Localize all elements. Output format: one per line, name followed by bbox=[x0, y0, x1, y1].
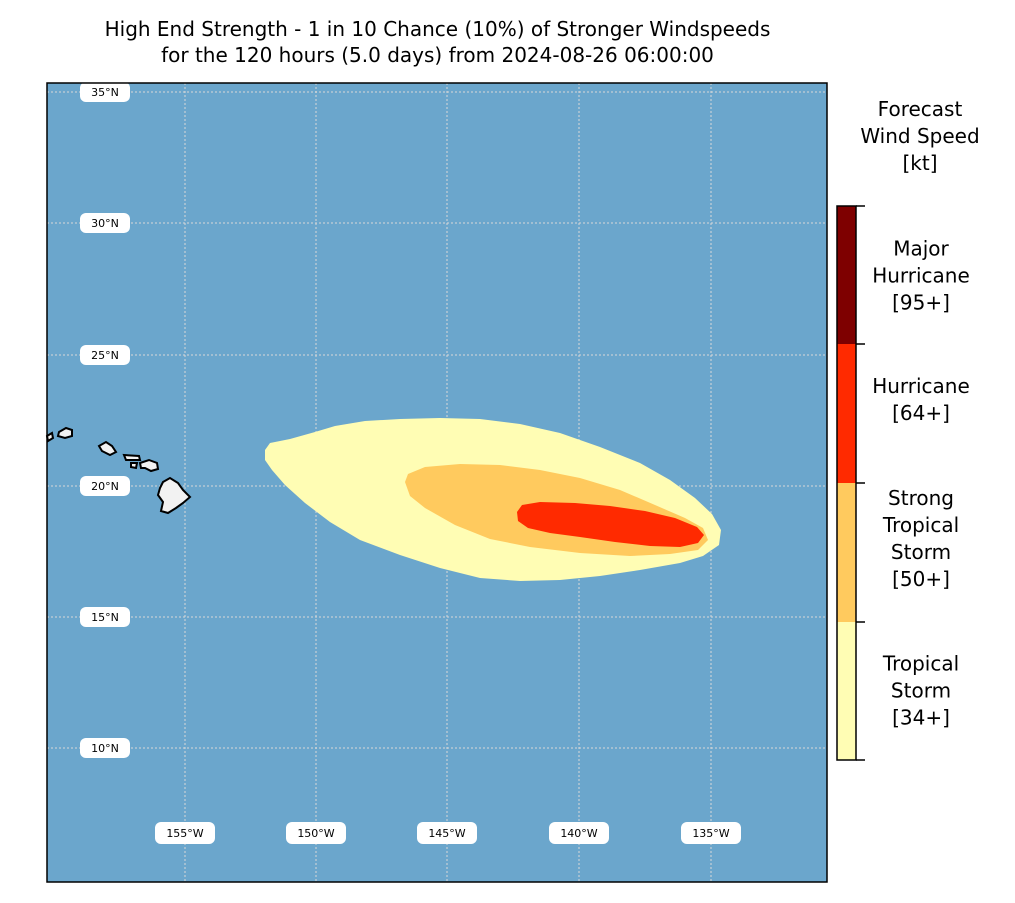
colorbar-title-line-1: Forecast bbox=[877, 97, 963, 121]
lon-label-155: 155°W bbox=[155, 822, 215, 844]
lat-label-25-box bbox=[80, 345, 130, 365]
colorbar-label-tropical-storm-line-2: Storm bbox=[890, 678, 952, 703]
lon-label-145-text: 145°W bbox=[428, 827, 465, 840]
lat-label-20: 20°N bbox=[80, 476, 130, 496]
lon-label-140-text: 140°W bbox=[560, 827, 597, 840]
colorbar-label-major-hurricane-line-1: Major bbox=[893, 236, 949, 261]
colorbar-label-strong-tropical-storm-line-2: Tropical bbox=[882, 513, 960, 537]
lat-label-35-box bbox=[80, 82, 130, 102]
lon-label-135: 135°W bbox=[681, 822, 741, 844]
colorbar-label-hurricane: Hurricane [64+] bbox=[848, 373, 994, 427]
latitude-labels: 35°N 30°N 25°N 20°N 15°N 10°N bbox=[80, 82, 130, 758]
map-frame bbox=[46, 82, 828, 883]
island-kauai bbox=[56, 426, 73, 440]
colorbar-label-major-hurricane: Major Hurricane [95+] bbox=[848, 236, 994, 317]
lat-label-10: 10°N bbox=[80, 738, 130, 758]
lat-label-30: 30°N bbox=[80, 213, 130, 233]
colorbar-label-hurricane-line-1: Hurricane bbox=[872, 374, 970, 398]
colorbar-title: Forecast Wind Speed [kt] bbox=[830, 96, 1010, 177]
lat-label-35-text: 35°N bbox=[91, 86, 119, 99]
hawaiian-islands bbox=[45, 426, 192, 515]
island-big-island bbox=[156, 476, 192, 515]
lon-label-155-box bbox=[155, 822, 215, 844]
lat-label-15-text: 15°N bbox=[91, 611, 119, 624]
lat-label-15-box bbox=[80, 607, 130, 627]
colorbar-label-tropical-storm-line-3: [34+] bbox=[892, 705, 950, 730]
lat-label-35: 35°N bbox=[80, 82, 130, 102]
colorbar-label-tropical-storm: Tropical Storm [34+] bbox=[848, 651, 994, 732]
colorbar-ticks bbox=[856, 205, 865, 761]
colorbar-label-tropical-storm-line-1: Tropical bbox=[882, 651, 960, 676]
colorbar bbox=[836, 205, 865, 761]
colorbar-title-line-3: [kt] bbox=[902, 151, 938, 175]
lon-label-150-text: 150°W bbox=[297, 827, 334, 840]
lon-label-135-box bbox=[681, 822, 741, 844]
colorbar-label-major-hurricane-line-3: [95+] bbox=[892, 290, 950, 315]
island-molokai bbox=[122, 453, 142, 461]
lat-label-10-box bbox=[80, 738, 130, 758]
island-lanai bbox=[130, 462, 139, 470]
colorbar-segment-hurricane bbox=[837, 344, 856, 483]
colorbar-label-strong-tropical-storm-line-1: Strong bbox=[888, 486, 954, 510]
lon-label-135-text: 135°W bbox=[692, 827, 729, 840]
chart-title-line-1: High End Strength - 1 in 10 Chance (10%)… bbox=[104, 17, 771, 41]
colorbar-label-strong-tropical-storm-line-4: [50+] bbox=[892, 567, 950, 591]
colorbar-label-hurricane-line-2: [64+] bbox=[892, 401, 950, 425]
island-oahu bbox=[97, 440, 118, 457]
lat-label-25-text: 25°N bbox=[91, 349, 119, 362]
colorbar-segment-strong-tropical-storm bbox=[837, 483, 856, 622]
longitude-labels: 155°W 150°W 145°W 140°W 135°W bbox=[155, 822, 741, 844]
lon-label-145: 145°W bbox=[417, 822, 477, 844]
island-maui bbox=[138, 458, 160, 473]
lat-label-10-text: 10°N bbox=[91, 742, 119, 755]
colorbar-title-line-2: Wind Speed bbox=[860, 124, 980, 148]
colorbar-label-major-hurricane-line-2: Hurricane bbox=[872, 263, 970, 288]
lat-label-25: 25°N bbox=[80, 345, 130, 365]
lon-label-150-box bbox=[286, 822, 346, 844]
lon-label-140: 140°W bbox=[549, 822, 609, 844]
swath-hurricane bbox=[517, 502, 704, 547]
lat-label-30-text: 30°N bbox=[91, 217, 119, 230]
lon-label-140-box bbox=[549, 822, 609, 844]
colorbar-label-strong-tropical-storm: Strong Tropical Storm [50+] bbox=[848, 485, 994, 593]
lon-label-155-text: 155°W bbox=[166, 827, 203, 840]
lon-label-145-box bbox=[417, 822, 477, 844]
lat-label-20-box bbox=[80, 476, 130, 496]
chart-title-line-2: for the 120 hours (5.0 days) from 2024-0… bbox=[161, 43, 714, 67]
colorbar-segment-tropical-storm bbox=[837, 622, 856, 760]
lat-label-20-text: 20°N bbox=[91, 480, 119, 493]
lon-label-150: 150°W bbox=[286, 822, 346, 844]
colorbar-segment-major-hurricane bbox=[837, 206, 856, 344]
lat-label-30-box bbox=[80, 213, 130, 233]
chart-title: High End Strength - 1 in 10 Chance (10%)… bbox=[0, 16, 875, 68]
lat-label-15: 15°N bbox=[80, 607, 130, 627]
colorbar-label-strong-tropical-storm-line-3: Storm bbox=[890, 540, 952, 564]
